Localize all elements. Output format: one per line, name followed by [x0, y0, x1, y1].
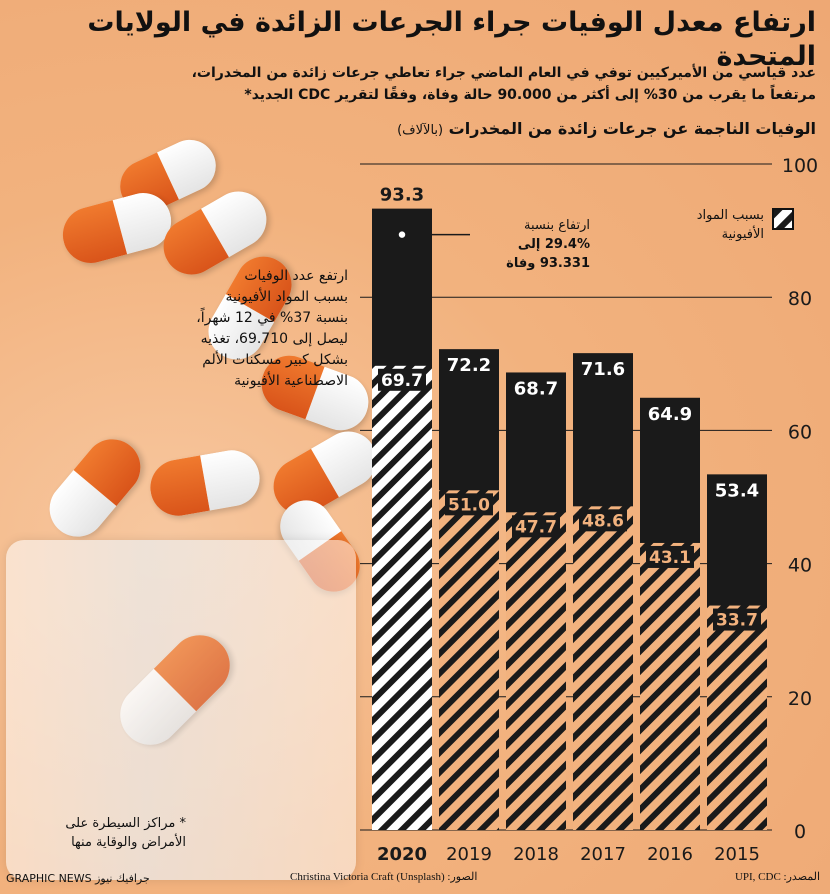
chart-title-text: الوفيات الناجمة عن جرعات زائدة من المخدر…	[448, 119, 816, 138]
data-label-opioid: 69.7	[381, 371, 423, 391]
side-note-line: بسبب المواد الأفيونية	[225, 289, 348, 305]
legend-label-line: بسبب المواد	[696, 208, 764, 223]
main-title: ارتفاع معدل الوفيات جراء الجرعات الزائدة…	[87, 7, 816, 72]
data-label-opioid: 47.7	[515, 517, 557, 537]
bar-opioid	[506, 512, 566, 830]
opioid-label-bg	[378, 368, 426, 391]
opioid-label-bg	[579, 509, 627, 532]
data-label-total: 68.7	[514, 378, 558, 399]
photo-credit: الصور: Christina Victoria Craft (Unsplas…	[290, 871, 478, 883]
legend-swatch-hatched	[772, 208, 794, 230]
annotation-dot	[397, 229, 407, 240]
bar-opioid	[372, 365, 432, 830]
side-note-line: بنسبة 37% في 12 شهراً،	[196, 310, 348, 326]
x-tick-label: 2016	[647, 844, 693, 865]
opioid-label-bg	[646, 545, 694, 568]
bar-opioid	[439, 490, 499, 830]
y-tick-label: 80	[788, 288, 812, 310]
side-note: ارتفع عدد الوفيات بسبب المواد الأفيونية …	[8, 266, 348, 392]
subtitle-line-2: مرتفعاً ما يقرب من 30% إلى أكثر من 90.00…	[244, 87, 816, 103]
annotation-line: ارتفاع بنسبة	[524, 218, 590, 233]
y-tick-label: 40	[788, 555, 812, 577]
data-label-total: 93.3	[380, 185, 424, 206]
footnote-line: الأمراض والوقاية منها	[71, 835, 186, 850]
side-note-line: الاصطناعية الأفيونية	[234, 373, 348, 389]
bar-opioid	[640, 542, 700, 830]
opioid-label-bg	[445, 493, 493, 516]
data-label-opioid: 33.7	[716, 611, 758, 631]
data-label-total: 72.2	[447, 355, 491, 376]
subtitle: عدد قياسي من الأميركيين توفي في العام ال…	[76, 62, 816, 106]
x-tick-label: 2015	[714, 844, 760, 865]
opioid-label-bg	[512, 515, 560, 538]
legend-hatch-icon	[774, 210, 792, 228]
footnote: * مراكز السيطرة على الأمراض والوقاية منه…	[56, 814, 186, 852]
chart-title: الوفيات الناجمة عن جرعات زائدة من المخدر…	[76, 117, 816, 143]
data-label-total: 53.4	[715, 480, 759, 501]
y-tick-label: 0	[794, 821, 806, 843]
brand-credit: GRAPHIC NEWS جرافيك نيوز	[6, 872, 150, 885]
y-tick-label: 20	[788, 688, 812, 710]
data-label-total: 71.6	[581, 359, 625, 380]
opioid-label-bg	[713, 608, 761, 631]
legend-label-line: الأفيونية	[721, 227, 764, 242]
bar-opioid	[707, 605, 767, 830]
footnote-line: * مراكز السيطرة على	[65, 816, 186, 831]
x-tick-label: 2019	[446, 844, 492, 865]
annotation-line: 29.4% إلى	[517, 237, 590, 252]
x-tick-label: 2020	[377, 844, 427, 865]
side-note-line: ارتفع عدد الوفيات	[244, 268, 348, 284]
legend: بسبب المواد الأفيونية	[654, 206, 794, 244]
data-label-total: 64.9	[648, 404, 692, 425]
chart-unit: (بالآلاف)	[397, 123, 444, 138]
data-label-opioid: 51.0	[448, 495, 490, 515]
y-tick-label: 60	[788, 421, 812, 443]
side-note-line: بشكل كبير مسكنات الألم	[202, 352, 348, 368]
data-label-opioid: 48.6	[582, 511, 624, 531]
bar-opioid	[573, 506, 633, 830]
x-tick-label: 2018	[513, 844, 559, 865]
annotation-2020: ارتفاع بنسبة 29.4% إلى 93.331 وفاة	[470, 216, 590, 273]
subtitle-line-1: عدد قياسي من الأميركيين توفي في العام ال…	[191, 65, 816, 81]
data-label-opioid: 43.1	[649, 548, 691, 568]
side-note-line: ليصل إلى 69.710، تغذيه	[200, 331, 348, 347]
annotation-line: 93.331 وفاة	[506, 256, 590, 271]
source-credit: المصدر: UPI, CDC	[734, 871, 820, 883]
x-tick-label: 2017	[580, 844, 626, 865]
y-tick-label: 100	[782, 155, 818, 177]
